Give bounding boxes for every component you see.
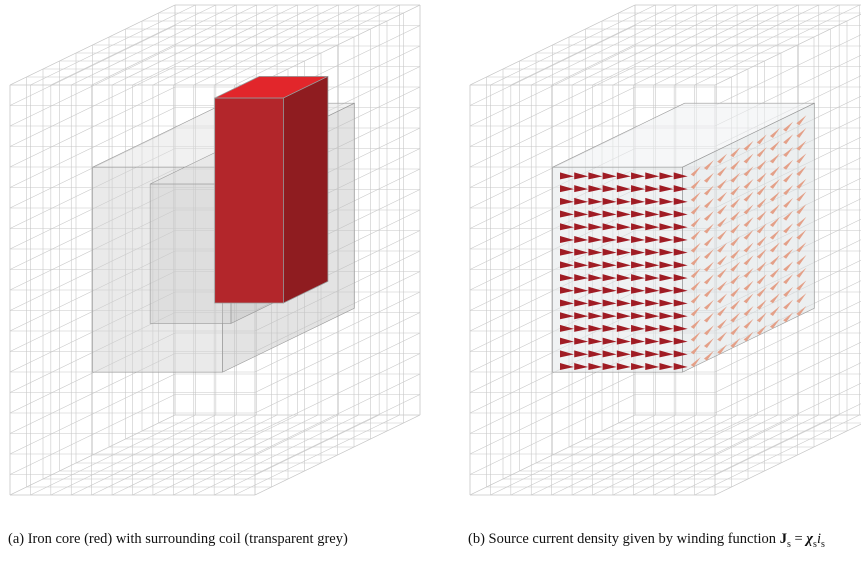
- math: s: [787, 539, 791, 550]
- caption-b: (b) Source current density given by wind…: [468, 530, 861, 554]
- math: =: [794, 531, 802, 547]
- caption-a: (a) Iron core (red) with surrounding coi…: [8, 530, 413, 549]
- figure: [0, 0, 861, 525]
- math: s: [821, 539, 825, 550]
- iron-core: [283, 76, 328, 303]
- math: J: [780, 531, 787, 547]
- caption-b-text: (b) Source current density given by wind…: [468, 531, 776, 547]
- page: (a) Iron core (red) with surrounding coi…: [0, 0, 861, 563]
- iron-core: [215, 98, 284, 303]
